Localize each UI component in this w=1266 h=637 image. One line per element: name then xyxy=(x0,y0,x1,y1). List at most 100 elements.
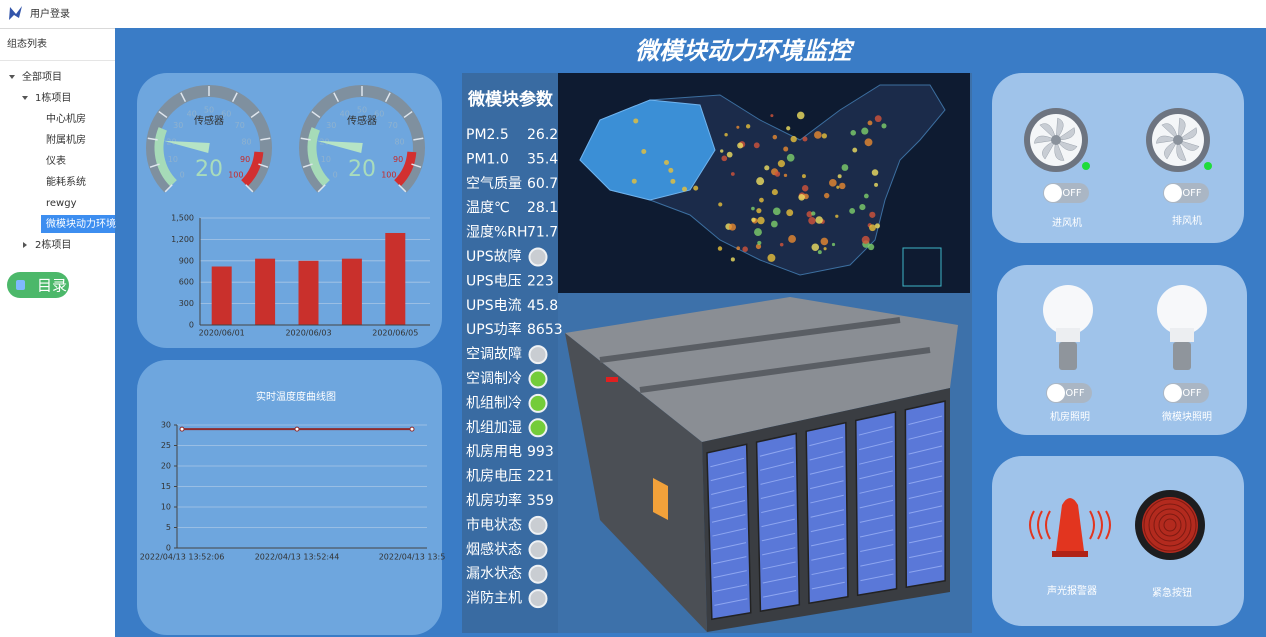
tree-item[interactable]: 1栋项目 xyxy=(35,91,71,104)
map-dot xyxy=(693,185,699,191)
map-dot xyxy=(771,189,778,196)
tree-item[interactable]: 微模块动力环境 xyxy=(46,217,116,230)
map-dot xyxy=(829,179,837,187)
gauge-tick xyxy=(317,184,326,193)
app-icon xyxy=(9,6,22,20)
cabinet-slot xyxy=(761,532,796,542)
param-status xyxy=(528,345,548,365)
gauge-band-low xyxy=(307,127,330,187)
map-dot xyxy=(736,125,740,129)
map-dot xyxy=(874,223,881,229)
cabinet-slot xyxy=(908,430,943,440)
line-point xyxy=(179,426,185,432)
y-tick-label: 0 xyxy=(166,544,171,553)
map-dot xyxy=(772,207,781,216)
cabinet-slot xyxy=(712,542,747,551)
fan-hub xyxy=(1173,135,1183,145)
map-dot xyxy=(802,136,808,142)
gauge-tick-label: 30 xyxy=(173,121,183,130)
gauge-tick-label: 60 xyxy=(221,110,231,119)
line-point xyxy=(294,426,300,432)
line-point xyxy=(409,426,415,432)
param-label: PM1.0 xyxy=(466,151,509,167)
map-dot xyxy=(788,235,796,243)
cabinet-slot xyxy=(713,556,747,565)
button-pattern xyxy=(1143,498,1197,552)
param-label: 机组制冷 xyxy=(466,395,522,411)
map-dot xyxy=(730,172,735,176)
cabinet-slot xyxy=(860,573,894,582)
cabinet-slot xyxy=(860,558,894,567)
chart-title: 实时温度度曲线图 xyxy=(256,390,336,403)
cabinet-slot xyxy=(859,499,894,509)
map-dot xyxy=(798,193,805,201)
rack-side xyxy=(565,333,707,632)
map-dot xyxy=(772,134,778,140)
map-dot xyxy=(801,174,806,179)
gauge-tick xyxy=(158,110,168,119)
tree-item[interactable]: rewgy xyxy=(46,198,77,209)
gauge-tick-label: 30 xyxy=(326,121,336,130)
param-label: 烟感状态 xyxy=(466,541,522,558)
map-dot xyxy=(814,131,822,139)
param-label: 空调故障 xyxy=(466,347,522,363)
toggle-state: OFF xyxy=(1182,388,1202,399)
tree-item[interactable]: 2栋项目 xyxy=(35,238,71,251)
cabinet-slot xyxy=(859,529,894,538)
tree-arrow xyxy=(9,75,15,79)
map-dot xyxy=(633,118,639,124)
header-title: 用户登录 xyxy=(30,7,70,20)
param-label: UPS故障 xyxy=(466,249,522,265)
tree-item[interactable]: 附属机房 xyxy=(46,133,86,146)
cabinet-slot xyxy=(810,494,844,504)
map-dot xyxy=(641,149,647,155)
gauge-value: 20 xyxy=(348,157,376,182)
alarm-wave xyxy=(1037,510,1043,540)
gauge-tick xyxy=(384,92,391,103)
param-value: 223 xyxy=(527,273,554,289)
gauge-tick xyxy=(164,184,173,193)
gauge-band-high xyxy=(241,151,264,187)
gauge-label: 传感器 xyxy=(347,114,377,127)
menu-button[interactable]: 目录 xyxy=(7,272,69,298)
tree-item[interactable]: 能耗系统 xyxy=(46,175,86,188)
gauge-tick-label: 10 xyxy=(168,155,178,164)
gauge-tick xyxy=(250,110,260,119)
cabinet-door xyxy=(805,421,849,605)
map-dot xyxy=(751,217,756,223)
map-dot xyxy=(831,242,836,247)
gauge-tick-label: 40 xyxy=(187,110,197,119)
map-region xyxy=(579,99,716,201)
cabinet-slot xyxy=(711,514,746,523)
x-tick-label: 2022/04/13 13:52:06 xyxy=(140,553,225,562)
button-pattern xyxy=(1163,518,1177,532)
map-dot xyxy=(821,133,827,139)
gauge-tick xyxy=(413,137,424,141)
param-value: 28.1 xyxy=(527,200,558,216)
tree-item[interactable]: 中心机房 xyxy=(46,112,86,125)
alarm-wave xyxy=(1089,510,1095,540)
cabinets xyxy=(706,400,946,621)
rack-screen xyxy=(653,478,668,520)
alarm-body xyxy=(1056,498,1084,551)
bulb-base xyxy=(1173,342,1191,370)
y-tick-label: 600 xyxy=(179,278,194,287)
toggle-knob xyxy=(1044,184,1062,202)
gauge-tick xyxy=(398,184,407,193)
toggle-knob xyxy=(1164,184,1182,202)
cabinet-slot xyxy=(811,552,845,561)
menu-button-bg[interactable] xyxy=(7,272,69,298)
tree-item[interactable]: 全部项目 xyxy=(22,70,62,83)
param-value: 359 xyxy=(527,493,554,509)
map-dot xyxy=(736,246,741,251)
cabinet-slot xyxy=(710,457,745,468)
tree-item[interactable]: 仪表 xyxy=(46,154,66,167)
menu-button-label[interactable]: 目录 xyxy=(37,277,67,295)
cabinet-slot xyxy=(810,523,845,533)
param-label: 温度℃ xyxy=(466,200,510,216)
param-status xyxy=(528,515,548,535)
bulb-glass xyxy=(1043,285,1093,335)
cabinet-slot xyxy=(908,535,943,544)
map-dot xyxy=(757,240,762,245)
